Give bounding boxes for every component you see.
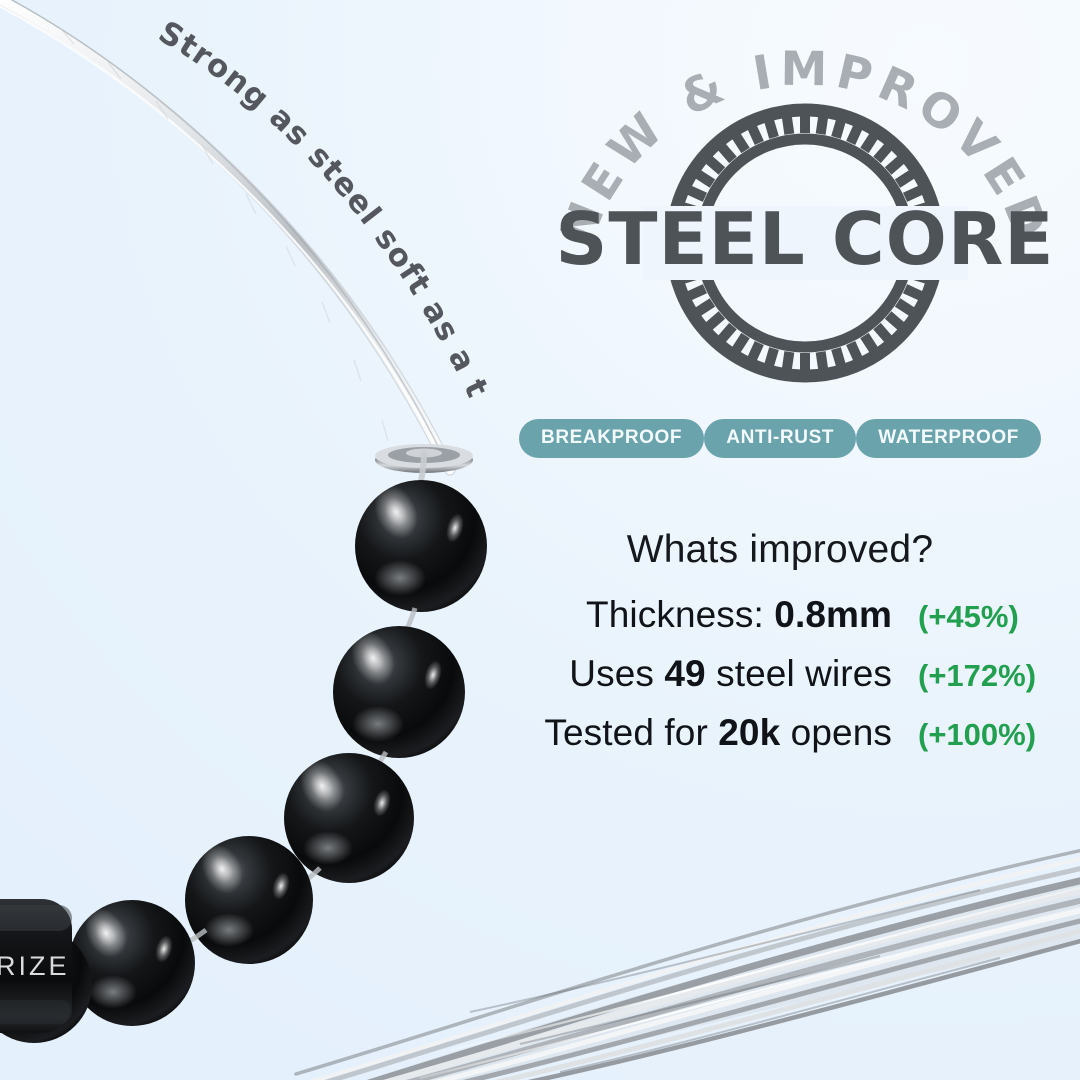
spec-label-opens: Tested for 20k opens [544, 712, 892, 753]
improvements-panel: Whats improved? Thickness: 0.8mm (+45%) … [500, 528, 1060, 771]
bead-chain: RIZE [0, 444, 487, 1043]
bead [284, 753, 414, 883]
spec-delta-opens: (+100%) [918, 717, 1037, 752]
bead [185, 836, 313, 964]
spec-row-opens: Tested for 20k opens (+100%) [500, 712, 1060, 754]
clasp-label: RIZE [0, 951, 70, 981]
steel-core-seal: NEW & IMPROVED STEEL CORE [556, 8, 1054, 398]
spec-label-thickness: Thickness: 0.8mm [586, 594, 892, 635]
pill-breakproof[interactable]: BREAKPROOF [519, 419, 705, 458]
bead [0, 927, 92, 1043]
bead [333, 626, 465, 758]
spec-row-thickness: Thickness: 0.8mm (+45%) [500, 594, 1060, 636]
upper-wire-arc [0, 0, 456, 476]
spec-row-wires: Uses 49 steel wires (+172%) [500, 653, 1060, 695]
steel-wire-bundle [294, 848, 1080, 1080]
spec-delta-thickness: (+45%) [918, 599, 1019, 634]
specs-heading: Whats improved? [626, 528, 934, 571]
clasp: RIZE [0, 899, 72, 1033]
seal-word: STEEL CORE [556, 197, 1054, 281]
seal-word-band: STEEL CORE [556, 197, 1054, 281]
tagline-text: Strong as steel soft as a thread [0, 0, 496, 404]
pill-anti-rust[interactable]: ANTI-RUST [704, 419, 857, 458]
pill-waterproof[interactable]: WATERPROOF [856, 419, 1041, 458]
spec-label-wires: Uses 49 steel wires [569, 653, 892, 694]
spec-delta-wires: (+172%) [918, 658, 1037, 693]
metal-spacer-disc [375, 444, 473, 473]
feature-pill-row: BREAKPROOF ANTI-RUST WATERPROOF [519, 419, 1041, 458]
bead [355, 480, 487, 612]
bead [69, 900, 195, 1026]
